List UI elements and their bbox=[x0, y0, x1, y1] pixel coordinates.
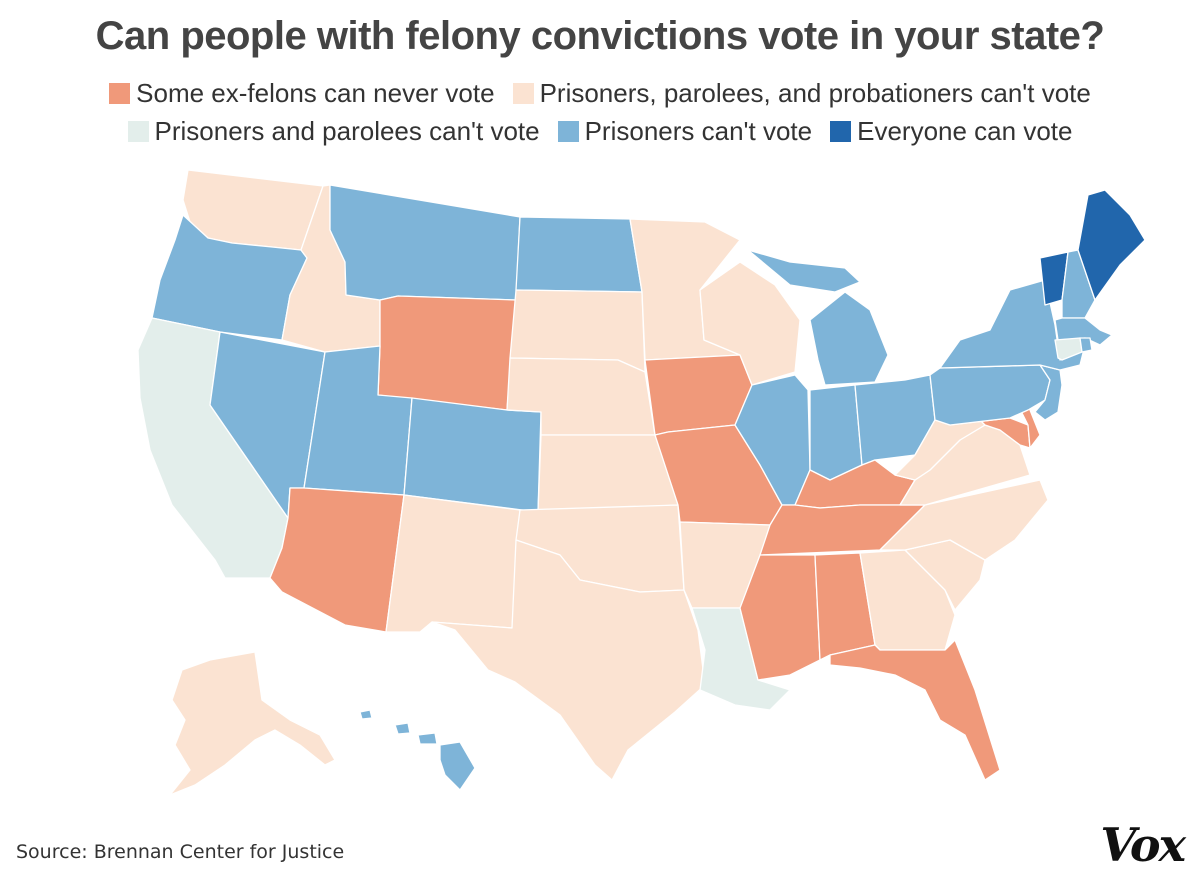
state-CT bbox=[1054, 337, 1083, 361]
state-AK bbox=[169, 651, 336, 796]
source-caption: Source: Brennan Center for Justice bbox=[16, 841, 345, 863]
state-TX bbox=[431, 539, 706, 781]
legend-item-prisoners: Prisoners can't vote bbox=[557, 116, 813, 147]
legend-label-never: Some ex-felons can never vote bbox=[136, 78, 495, 108]
state-FL bbox=[829, 639, 1001, 781]
legend-swatch-everyone bbox=[830, 121, 852, 142]
legend-item-everyone: Everyone can vote bbox=[830, 116, 1072, 147]
legend-item-never: Some ex-felons can never vote bbox=[109, 78, 495, 109]
legend-swatch-ppp bbox=[512, 83, 534, 104]
legend-row-1: Some ex-felons can never vote Prisoners,… bbox=[0, 78, 1200, 109]
legend-swatch-prisoners bbox=[557, 121, 579, 142]
state-AZ bbox=[269, 487, 405, 633]
state-NC bbox=[879, 479, 1049, 561]
state-IN bbox=[809, 384, 863, 481]
state-NJ bbox=[1034, 364, 1063, 421]
legend-swatch-pp bbox=[127, 121, 149, 142]
legend-item-pp: Prisoners and parolees can't vote bbox=[127, 116, 540, 147]
map-title: Can people with felony convictions vote … bbox=[95, 14, 1105, 58]
legend-swatch-never bbox=[109, 83, 131, 104]
legend-label-pp: Prisoners and parolees can't vote bbox=[154, 116, 540, 146]
state-KS bbox=[537, 434, 679, 513]
legend-row-2: Prisoners and parolees can't vote Prison… bbox=[0, 116, 1200, 147]
state-WI bbox=[699, 261, 801, 386]
state-ME bbox=[1077, 189, 1146, 301]
legend-label-prisoners: Prisoners can't vote bbox=[584, 116, 813, 146]
legend-label-everyone: Everyone can vote bbox=[857, 116, 1073, 146]
state-HI bbox=[359, 709, 476, 791]
state-MI bbox=[747, 249, 889, 386]
vox-logo: Vox bbox=[1100, 818, 1186, 872]
state-MT bbox=[329, 184, 521, 301]
legend-item-ppp: Prisoners, parolees, and probationers ca… bbox=[512, 78, 1091, 109]
state-NM bbox=[385, 494, 521, 633]
state-WY bbox=[377, 295, 517, 411]
state-ND bbox=[515, 216, 643, 293]
state-RI bbox=[1079, 337, 1093, 353]
state-CO bbox=[403, 397, 542, 513]
legend-label-ppp: Prisoners, parolees, and probationers ca… bbox=[539, 78, 1091, 108]
